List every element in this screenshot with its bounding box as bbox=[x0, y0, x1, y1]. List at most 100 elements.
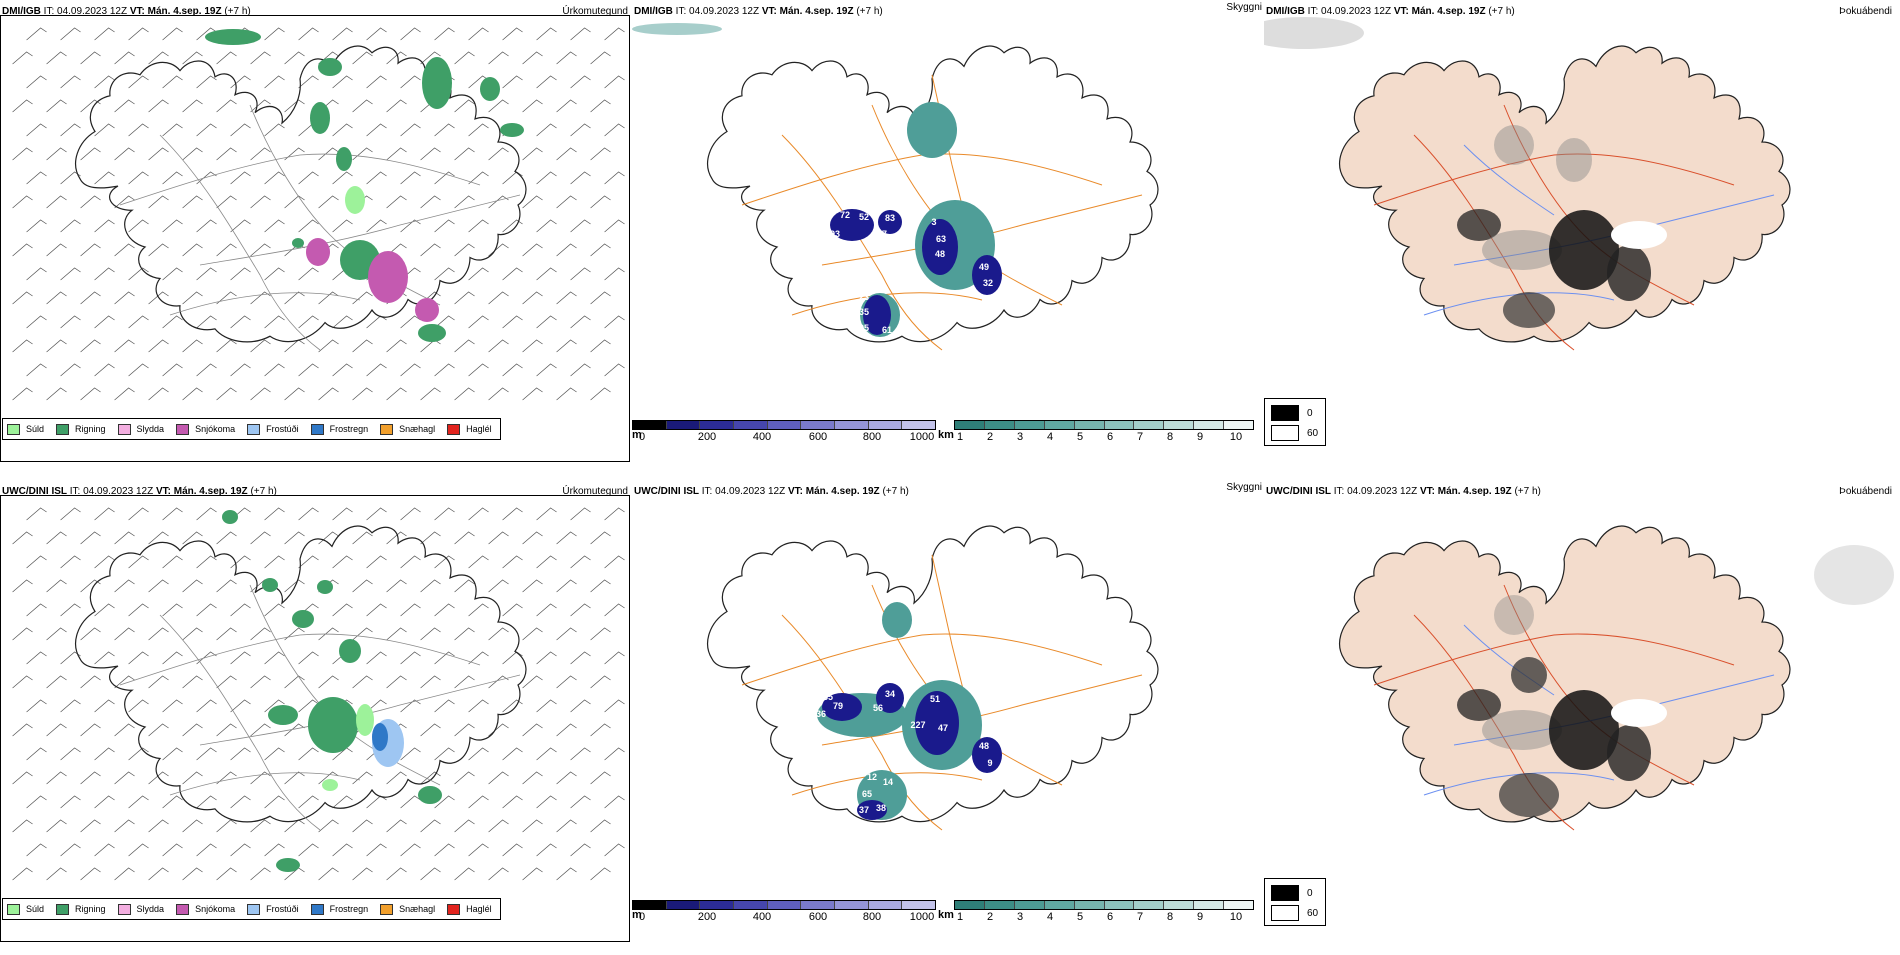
wind-barb bbox=[264, 507, 285, 521]
ceiling-value-label: 47 bbox=[938, 723, 948, 733]
wind-barb bbox=[556, 819, 577, 833]
wind-barb bbox=[400, 747, 421, 761]
wind-barb bbox=[502, 651, 523, 665]
model-name: UWC/DINI ISL bbox=[2, 486, 67, 497]
wind-barb bbox=[298, 507, 319, 521]
ceiling-visibility-panel: UWC/DINI ISL IT: 04.09.2023 12Z VT: Mán.… bbox=[632, 480, 1264, 950]
wind-barb bbox=[556, 627, 577, 641]
wind-barb bbox=[94, 219, 115, 233]
wind-barb bbox=[502, 363, 523, 377]
wind-barb bbox=[216, 291, 237, 305]
wind-barb bbox=[148, 627, 169, 641]
wind-barb bbox=[182, 531, 203, 545]
wind-barb bbox=[604, 219, 625, 233]
wind-barb bbox=[128, 267, 149, 281]
wind-barb bbox=[536, 699, 557, 713]
panel-title: Úrkomutegund bbox=[562, 486, 628, 497]
forecast-row-dmi: DMI/IGB IT: 04.09.2023 12Z VT: Mán. 4.se… bbox=[0, 0, 1900, 475]
ceiling-value-label: 51 bbox=[930, 694, 940, 704]
wind-barb bbox=[46, 627, 67, 641]
wind-barb bbox=[386, 99, 407, 113]
legend-item: Frostregn bbox=[310, 903, 368, 915]
wind-barb bbox=[604, 27, 625, 41]
wind-barb bbox=[230, 267, 251, 281]
wind-barb bbox=[386, 867, 407, 881]
wind-barb bbox=[128, 363, 149, 377]
precip-type-panel: UWC/DINI ISL IT: 04.09.2023 12Z VT: Mán.… bbox=[0, 480, 632, 950]
ceiling-value-label: 49 bbox=[979, 262, 989, 272]
iceland-land bbox=[1339, 525, 1791, 823]
wind-barb bbox=[570, 123, 591, 137]
wind-barb bbox=[80, 867, 101, 881]
wind-barb bbox=[536, 267, 557, 281]
wind-barb bbox=[46, 243, 67, 257]
wind-barb bbox=[488, 867, 509, 881]
wind-barb bbox=[502, 843, 523, 857]
wind-barb bbox=[250, 195, 271, 209]
wind-barb bbox=[434, 267, 455, 281]
wind-barb bbox=[114, 291, 135, 305]
wind-barb bbox=[230, 219, 251, 233]
wind-barb bbox=[94, 171, 115, 185]
wind-barb bbox=[366, 75, 387, 89]
wind-barb bbox=[556, 675, 577, 689]
wind-barb bbox=[454, 147, 475, 161]
wind-barb bbox=[60, 795, 81, 809]
wind-barb bbox=[468, 507, 489, 521]
wind-barb bbox=[264, 315, 285, 329]
wind-barb bbox=[570, 603, 591, 617]
wind-barb bbox=[230, 843, 251, 857]
wind-barb bbox=[162, 363, 183, 377]
ceiling-value-label: 38 bbox=[876, 803, 886, 813]
wind-barb bbox=[182, 339, 203, 353]
wind-barb bbox=[94, 843, 115, 857]
wind-barb bbox=[182, 291, 203, 305]
wind-barb bbox=[570, 267, 591, 281]
wind-barb bbox=[536, 123, 557, 137]
wind-barb bbox=[488, 579, 509, 593]
wind-barb bbox=[162, 555, 183, 569]
wind-barb bbox=[400, 219, 421, 233]
ceiling-value-label: 65 bbox=[862, 789, 872, 799]
wind-barb bbox=[196, 123, 217, 137]
wind-barb bbox=[604, 555, 625, 569]
legend-item: Súld bbox=[7, 903, 44, 915]
wind-barb bbox=[298, 699, 319, 713]
ceiling-value-label: 48 bbox=[935, 249, 945, 259]
wind-barb bbox=[400, 27, 421, 41]
wind-barb bbox=[454, 195, 475, 209]
wind-barb bbox=[332, 843, 353, 857]
wind-barb bbox=[162, 795, 183, 809]
wind-barb bbox=[216, 675, 237, 689]
wind-barb bbox=[216, 51, 237, 65]
iceland-coastline bbox=[707, 45, 1159, 343]
wind-barb bbox=[298, 267, 319, 281]
wind-barb bbox=[590, 243, 611, 257]
wind-barb bbox=[148, 771, 169, 785]
wind-barb bbox=[46, 291, 67, 305]
wind-barb bbox=[250, 531, 271, 545]
legend-item: Frostúði bbox=[247, 903, 299, 915]
wind-barb bbox=[332, 27, 353, 41]
wind-barb bbox=[12, 771, 33, 785]
wind-barb bbox=[434, 219, 455, 233]
wind-barb bbox=[114, 339, 135, 353]
wind-barb bbox=[128, 747, 149, 761]
wind-barb bbox=[502, 795, 523, 809]
wind-barb bbox=[26, 507, 47, 521]
fog-map bbox=[1339, 525, 1894, 831]
wind-barb bbox=[502, 315, 523, 329]
wind-barb bbox=[570, 219, 591, 233]
wind-barb bbox=[284, 723, 305, 737]
wind-barb bbox=[12, 147, 33, 161]
lead-time: (+7 h) bbox=[882, 486, 909, 497]
wind-barb bbox=[114, 771, 135, 785]
wind-barb bbox=[590, 147, 611, 161]
wind-barb bbox=[80, 99, 101, 113]
wind-barb bbox=[556, 387, 577, 401]
wind-barb bbox=[420, 723, 441, 737]
ceiling-value-label: 56 bbox=[873, 703, 883, 713]
legend-item: Haglél bbox=[447, 423, 492, 435]
wind-barb bbox=[46, 579, 67, 593]
wind-barb bbox=[556, 195, 577, 209]
